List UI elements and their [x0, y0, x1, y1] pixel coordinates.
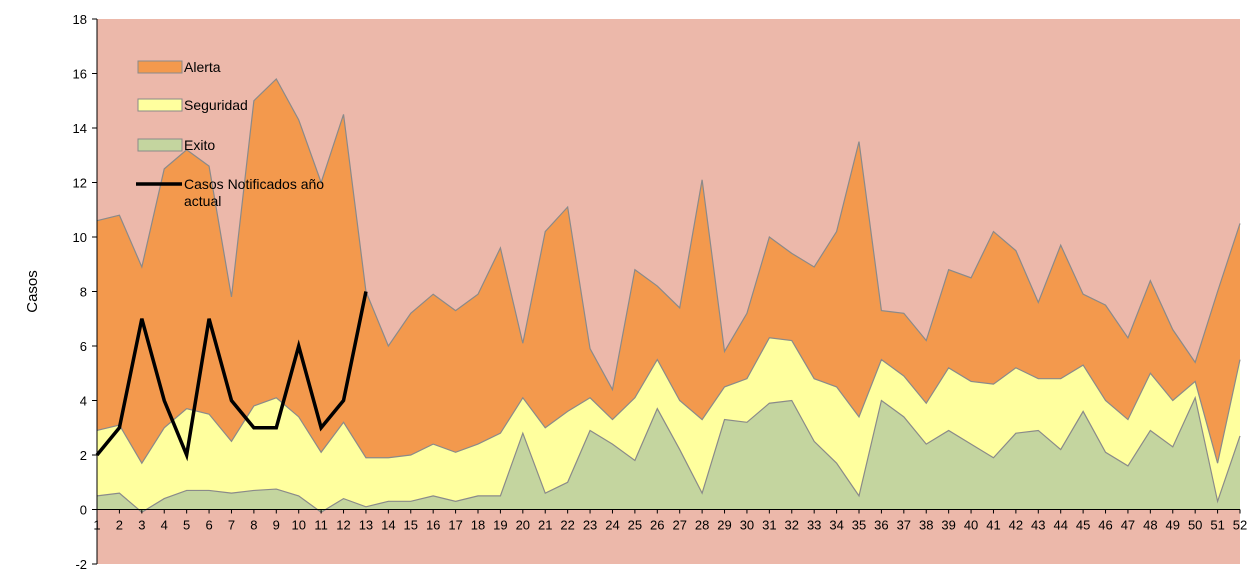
- area-outline-alerta: [96, 77, 1241, 392]
- y-tick-label: -2: [75, 557, 87, 569]
- x-tick-label: 9: [273, 518, 280, 533]
- x-axis: 1 2 3 4 5 6 7 8 9 10 11 12 13 14 15 16 17 18 19 20 21 22 23 24 2…: [93, 509, 1247, 533]
- x-tick-label: 4: [161, 518, 168, 533]
- x-tick-label: 19: [493, 518, 507, 533]
- x-tick-label: 50: [1188, 518, 1202, 533]
- x-tick-label: 38: [919, 518, 933, 533]
- x-tick-label: 40: [964, 518, 978, 533]
- y-tick-label: 0: [80, 503, 87, 518]
- x-tick-label: 44: [1053, 518, 1067, 533]
- x-tick-label: 46: [1098, 518, 1112, 533]
- x-tick-label: 39: [941, 518, 955, 533]
- x-tick-label: 49: [1166, 518, 1180, 533]
- x-tick-label: 22: [560, 518, 574, 533]
- legend: Alerta Seguridad Exito Casos Notificados añ…: [136, 59, 324, 209]
- x-tick-label: 6: [205, 518, 212, 533]
- x-tick-label: 17: [448, 518, 462, 533]
- x-tick-label: 45: [1076, 518, 1090, 533]
- area-outline-seguridad: [96, 337, 1241, 465]
- x-tick-label: 35: [852, 518, 866, 533]
- y-axis: -2 0 2 4 6 8 10 12 14 16 18: [73, 12, 98, 569]
- x-tick-label: 29: [717, 518, 731, 533]
- legend-swatch-alerta: [137, 60, 183, 74]
- x-tick-label: 12: [336, 518, 350, 533]
- y-tick-label: 18: [73, 12, 87, 27]
- x-tick-label: 41: [986, 518, 1000, 533]
- x-tick-label: 28: [695, 518, 709, 533]
- y-tick-label: 8: [80, 285, 87, 300]
- legend-label-seguridad: Seguridad: [184, 97, 248, 113]
- x-tick-label: 11: [314, 518, 328, 533]
- y-tick-label: 16: [73, 67, 87, 82]
- x-tick-label: 18: [471, 518, 485, 533]
- legend-swatch-exito: [137, 138, 183, 152]
- area-outline-exito: [96, 395, 1241, 513]
- x-tick-label: 32: [785, 518, 799, 533]
- legend-swatch-seguridad: [137, 98, 183, 112]
- x-tick-label: 23: [583, 518, 597, 533]
- x-tick-label: 34: [829, 518, 843, 533]
- y-tick-label: 14: [73, 121, 87, 136]
- x-tick-label: 20: [516, 518, 530, 533]
- line-casos-notificados: [95, 291, 368, 462]
- y-tick-label: 12: [73, 176, 87, 191]
- x-tick-label: 13: [359, 518, 373, 533]
- area-series-group: [96, 77, 1241, 513]
- y-axis-label: Casos: [24, 270, 41, 313]
- x-tick-label: 33: [807, 518, 821, 533]
- y-tick-label: 10: [73, 230, 87, 245]
- legend-label-casos-notificados-a-o-actual: Casos Notificados año actual: [184, 176, 324, 209]
- x-tick-label: 1: [93, 518, 100, 533]
- y-tick-label: 2: [80, 448, 87, 463]
- y-tick-label: 4: [80, 394, 87, 409]
- x-tick-label: 14: [381, 518, 395, 533]
- x-tick-label: 15: [404, 518, 418, 533]
- legend-label-alerta: Alerta: [184, 59, 221, 75]
- x-tick-label: 37: [897, 518, 911, 533]
- x-tick-label: 5: [183, 518, 190, 533]
- area-exito: [97, 397, 1240, 513]
- x-tick-label: 36: [874, 518, 888, 533]
- x-tick-label: 27: [672, 518, 686, 533]
- x-tick-label: 30: [740, 518, 754, 533]
- x-tick-label: 2: [116, 518, 123, 533]
- x-tick-label: 25: [628, 518, 642, 533]
- x-tick-label: 52: [1233, 518, 1247, 533]
- x-tick-label: 51: [1210, 518, 1224, 533]
- x-tick-label: 21: [538, 518, 552, 533]
- x-tick-label: 47: [1121, 518, 1135, 533]
- x-tick-label: 8: [250, 518, 257, 533]
- x-tick-label: 24: [605, 518, 619, 533]
- y-tick-label: 6: [80, 339, 87, 354]
- x-tick-label: 31: [762, 518, 776, 533]
- x-tick-label: 3: [138, 518, 145, 533]
- x-tick-label: 43: [1031, 518, 1045, 533]
- x-tick-label: 26: [650, 518, 664, 533]
- line-series-group: [95, 291, 368, 462]
- x-tick-label: 7: [228, 518, 235, 533]
- x-tick-label: 16: [426, 518, 440, 533]
- x-tick-label: 42: [1009, 518, 1023, 533]
- x-tick-label: 10: [291, 518, 305, 533]
- x-tick-label: 48: [1143, 518, 1157, 533]
- legend-label-exito: Exito: [184, 137, 215, 153]
